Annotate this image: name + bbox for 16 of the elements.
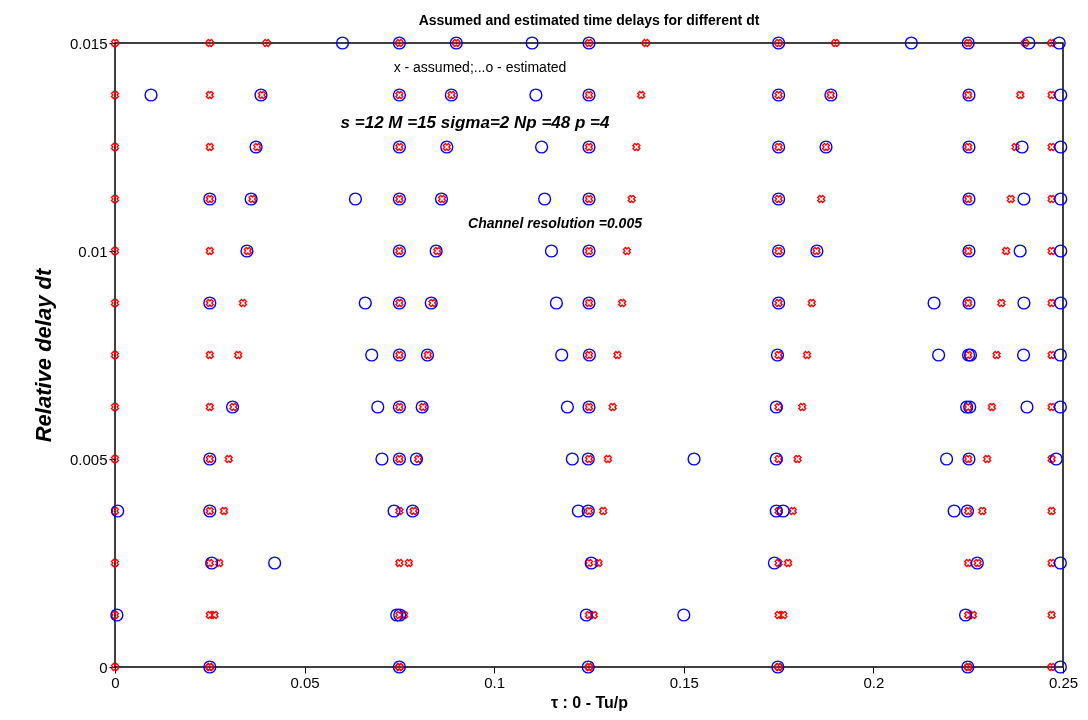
x-tick-label: 0 bbox=[111, 673, 120, 691]
y-tick-label: 0 bbox=[99, 658, 108, 676]
x-tick-label: 0.2 bbox=[863, 673, 885, 691]
annotation: Channel resolution =0.005 bbox=[468, 215, 643, 231]
annotation: s =12 M =15 sigma=2 Np =48 p =4 bbox=[340, 113, 610, 132]
x-axis-title: τ : 0 - Tu/p bbox=[550, 693, 629, 711]
annotation: x - assumed;...o - estimated bbox=[393, 59, 567, 75]
x-tick-label: 0.1 bbox=[484, 673, 506, 691]
y-axis-title: Relative delay dt bbox=[30, 267, 56, 443]
x-tick-label: 0.05 bbox=[290, 673, 320, 691]
y-tick-label: 0.015 bbox=[69, 34, 108, 52]
y-tick-label: 0.01 bbox=[78, 242, 108, 260]
x-tick-label: 0.15 bbox=[669, 673, 699, 691]
x-tick-label: 0.25 bbox=[1048, 673, 1079, 691]
y-tick-label: 0.005 bbox=[69, 450, 108, 468]
chart-title: Assumed and estimated time delays for different dt bbox=[418, 12, 760, 29]
